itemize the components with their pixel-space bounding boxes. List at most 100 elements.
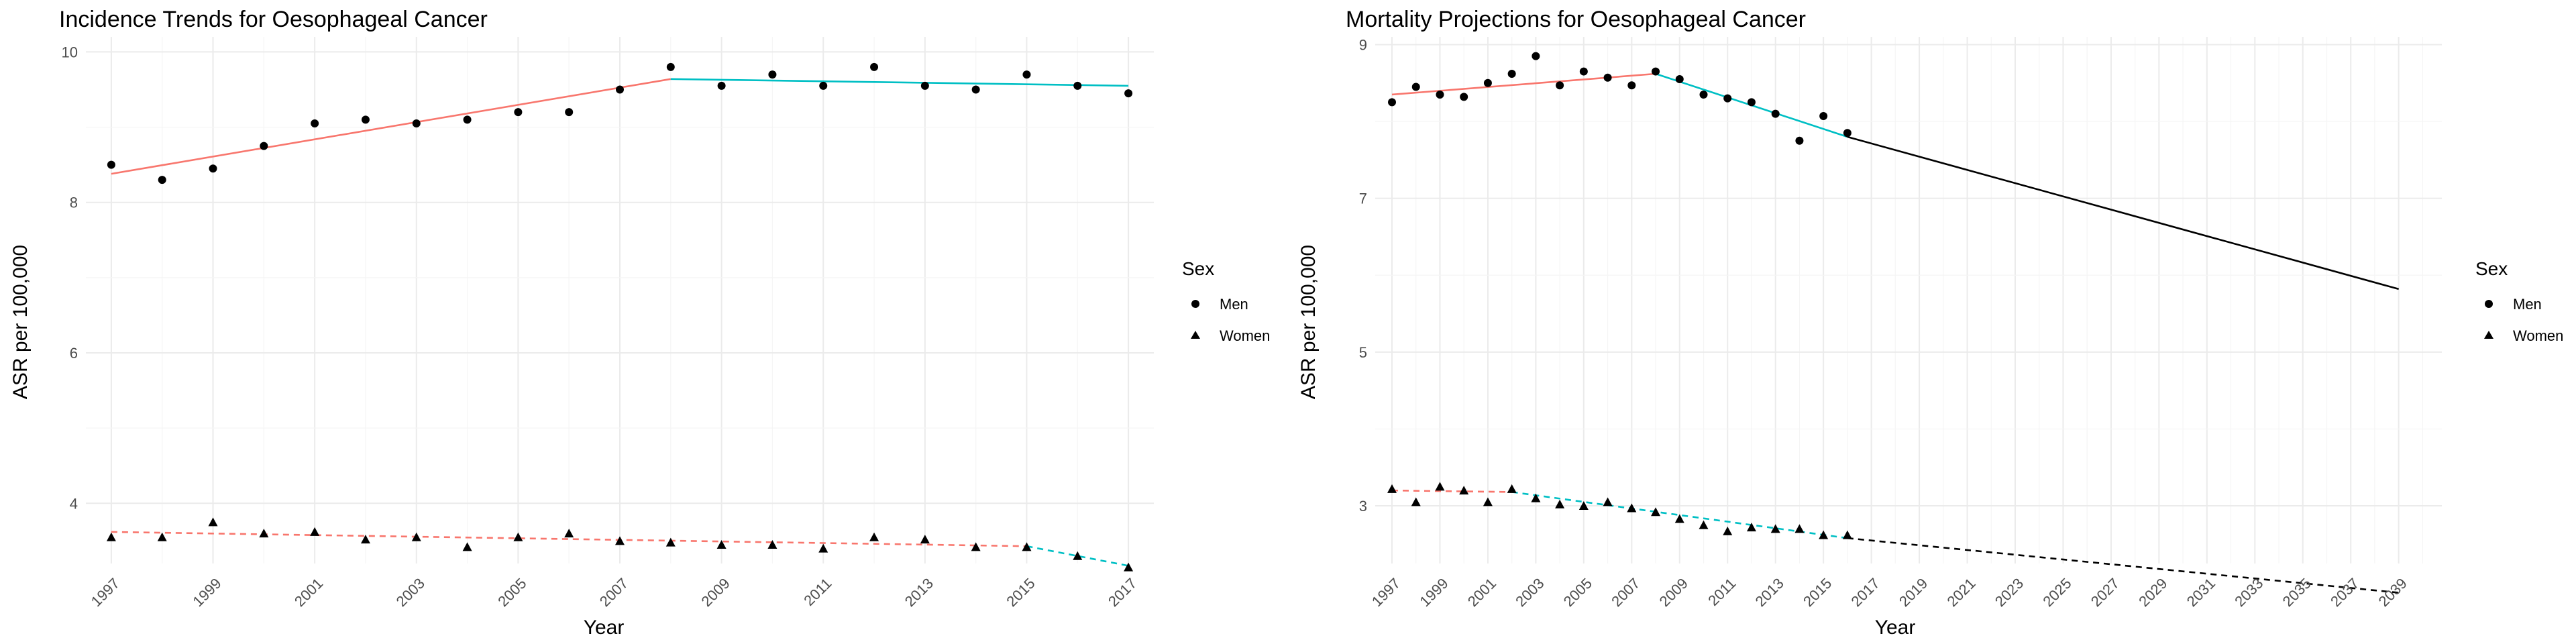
mortality-point-women bbox=[1459, 486, 1469, 495]
incidence-point-men bbox=[717, 81, 726, 90]
mortality-point-men bbox=[1460, 93, 1468, 101]
incidence-y-tick-label: 8 bbox=[70, 195, 78, 211]
incidence-y-axis-title: ASR per 100,000 bbox=[9, 245, 32, 399]
mortality-point-men bbox=[1627, 81, 1636, 90]
mortality-point-women bbox=[1627, 503, 1637, 513]
incidence-fit-men bbox=[111, 78, 672, 175]
mortality-point-women bbox=[1746, 523, 1756, 532]
mortality-point-women bbox=[1578, 501, 1589, 511]
mortality-x-tick-label: 2021 bbox=[1943, 575, 1978, 610]
mortality-y-tick-label: 3 bbox=[1359, 498, 1367, 515]
mortality-point-women bbox=[1723, 526, 1733, 535]
mortality-point-men bbox=[1771, 109, 1780, 118]
mortality-x-tick-label: 2023 bbox=[1992, 575, 2027, 610]
incidence-point-men bbox=[361, 115, 370, 124]
incidence-point-women bbox=[1124, 562, 1134, 572]
mortality-point-women bbox=[1411, 497, 1421, 506]
incidence-point-women bbox=[259, 529, 269, 538]
incidence-point-men bbox=[158, 176, 166, 184]
incidence-x-tick-label: 2003 bbox=[393, 575, 428, 610]
mortality-point-men bbox=[1579, 67, 1588, 76]
mortality-point-women bbox=[1674, 514, 1684, 523]
mortality-x-tick-label: 2015 bbox=[1800, 575, 1835, 610]
incidence-x-tick-label: 2011 bbox=[800, 575, 835, 609]
mortality-y-axis-title: ASR per 100,000 bbox=[1297, 245, 1320, 399]
mortality-point-women bbox=[1435, 482, 1445, 491]
mortality-x-tick-label: 2039 bbox=[2375, 575, 2410, 610]
mortality-x-axis-title: Year bbox=[1875, 616, 1916, 639]
mortality-x-tick-label: 2011 bbox=[1705, 575, 1739, 609]
mortality-point-women bbox=[1387, 484, 1397, 493]
incidence-y-ticks: 4 6 8 10 bbox=[62, 44, 78, 512]
mortality-point-men bbox=[1507, 70, 1516, 78]
mortality-x-tick-label: 2001 bbox=[1464, 575, 1499, 610]
mortality-grid bbox=[1375, 37, 2442, 564]
incidence-point-women bbox=[665, 537, 676, 547]
incidence-point-women bbox=[1022, 542, 1032, 551]
incidence-point-women bbox=[157, 532, 167, 541]
incidence-x-tick-label: 2015 bbox=[1003, 575, 1038, 610]
incidence-point-women bbox=[360, 535, 370, 544]
incidence-x-tick-label: 2005 bbox=[494, 575, 529, 610]
mortality-point-men bbox=[1603, 73, 1612, 82]
incidence-points bbox=[106, 62, 1134, 572]
mortality-point-men bbox=[1675, 75, 1684, 84]
incidence-point-men bbox=[1073, 81, 1082, 90]
mortality-x-tick-label: 2003 bbox=[1512, 575, 1547, 610]
incidence-x-tick-label: 1999 bbox=[189, 575, 224, 610]
incidence-point-women bbox=[310, 527, 320, 536]
mortality-point-women bbox=[1794, 524, 1805, 533]
mortality-legend-women-marker bbox=[2484, 331, 2493, 339]
mortality-fit-men bbox=[1847, 136, 2400, 290]
incidence-x-axis-title: Year bbox=[584, 616, 625, 639]
incidence-point-men bbox=[260, 142, 268, 150]
incidence-fit-women bbox=[1026, 545, 1129, 567]
incidence-x-tick-label: 2007 bbox=[596, 575, 631, 610]
incidence-point-women bbox=[767, 539, 777, 549]
mortality-x-tick-label: 1999 bbox=[1416, 575, 1451, 610]
incidence-point-men bbox=[920, 81, 929, 90]
mortality-point-men bbox=[1436, 90, 1444, 99]
mortality-point-women bbox=[1770, 524, 1780, 533]
incidence-point-women bbox=[615, 536, 625, 545]
incidence-point-men bbox=[616, 85, 624, 94]
incidence-point-women bbox=[716, 539, 727, 549]
mortality-points bbox=[1387, 52, 1852, 539]
incidence-legend-men-label: Men bbox=[1220, 296, 1248, 313]
mortality-point-men bbox=[1483, 78, 1492, 87]
mortality-legend-women-label: Women bbox=[2513, 327, 2563, 344]
mortality-x-tick-label: 2025 bbox=[2039, 575, 2074, 610]
incidence-point-men bbox=[1022, 70, 1031, 79]
incidence-point-women bbox=[564, 529, 574, 538]
incidence-chart-title: Incidence Trends for Oesophageal Cancer bbox=[59, 7, 488, 32]
incidence-point-women bbox=[106, 532, 116, 541]
incidence-point-men bbox=[1124, 89, 1133, 98]
incidence-point-men bbox=[666, 62, 675, 71]
incidence-point-men bbox=[107, 160, 115, 169]
incidence-point-women bbox=[971, 542, 981, 551]
mortality-point-women bbox=[1507, 484, 1517, 493]
mortality-legend-men-label: Men bbox=[2513, 296, 2542, 313]
incidence-y-tick-label: 10 bbox=[62, 44, 78, 60]
incidence-y-tick-label: 4 bbox=[70, 495, 78, 512]
incidence-point-men bbox=[209, 164, 217, 173]
mortality-x-tick-label: 2037 bbox=[2327, 575, 2362, 610]
mortality-fit-women bbox=[1511, 491, 1848, 539]
incidence-x-tick-label: 1997 bbox=[88, 575, 123, 610]
mortality-point-women bbox=[1819, 530, 1829, 539]
incidence-x-ticks: 1997 1999 2001 2003 2005 2007 2009 2011 2013 2015… bbox=[88, 575, 1140, 610]
incidence-point-women bbox=[869, 532, 879, 541]
mortality-x-tick-label: 2017 bbox=[1848, 575, 1883, 610]
mortality-point-women bbox=[1699, 520, 1709, 529]
mortality-point-men bbox=[1652, 67, 1660, 76]
incidence-point-men bbox=[870, 62, 879, 71]
mortality-point-men bbox=[1819, 112, 1828, 121]
incidence-point-women bbox=[208, 517, 218, 527]
incidence-fit-men bbox=[670, 78, 1129, 87]
incidence-point-women bbox=[818, 543, 828, 553]
mortality-x-tick-label: 2031 bbox=[2184, 575, 2218, 610]
incidence-point-women bbox=[1073, 551, 1083, 560]
incidence-legend-women-marker bbox=[1191, 331, 1200, 339]
mortality-chart: Mortality Projections for Oesophageal Ca… bbox=[1297, 7, 2563, 639]
